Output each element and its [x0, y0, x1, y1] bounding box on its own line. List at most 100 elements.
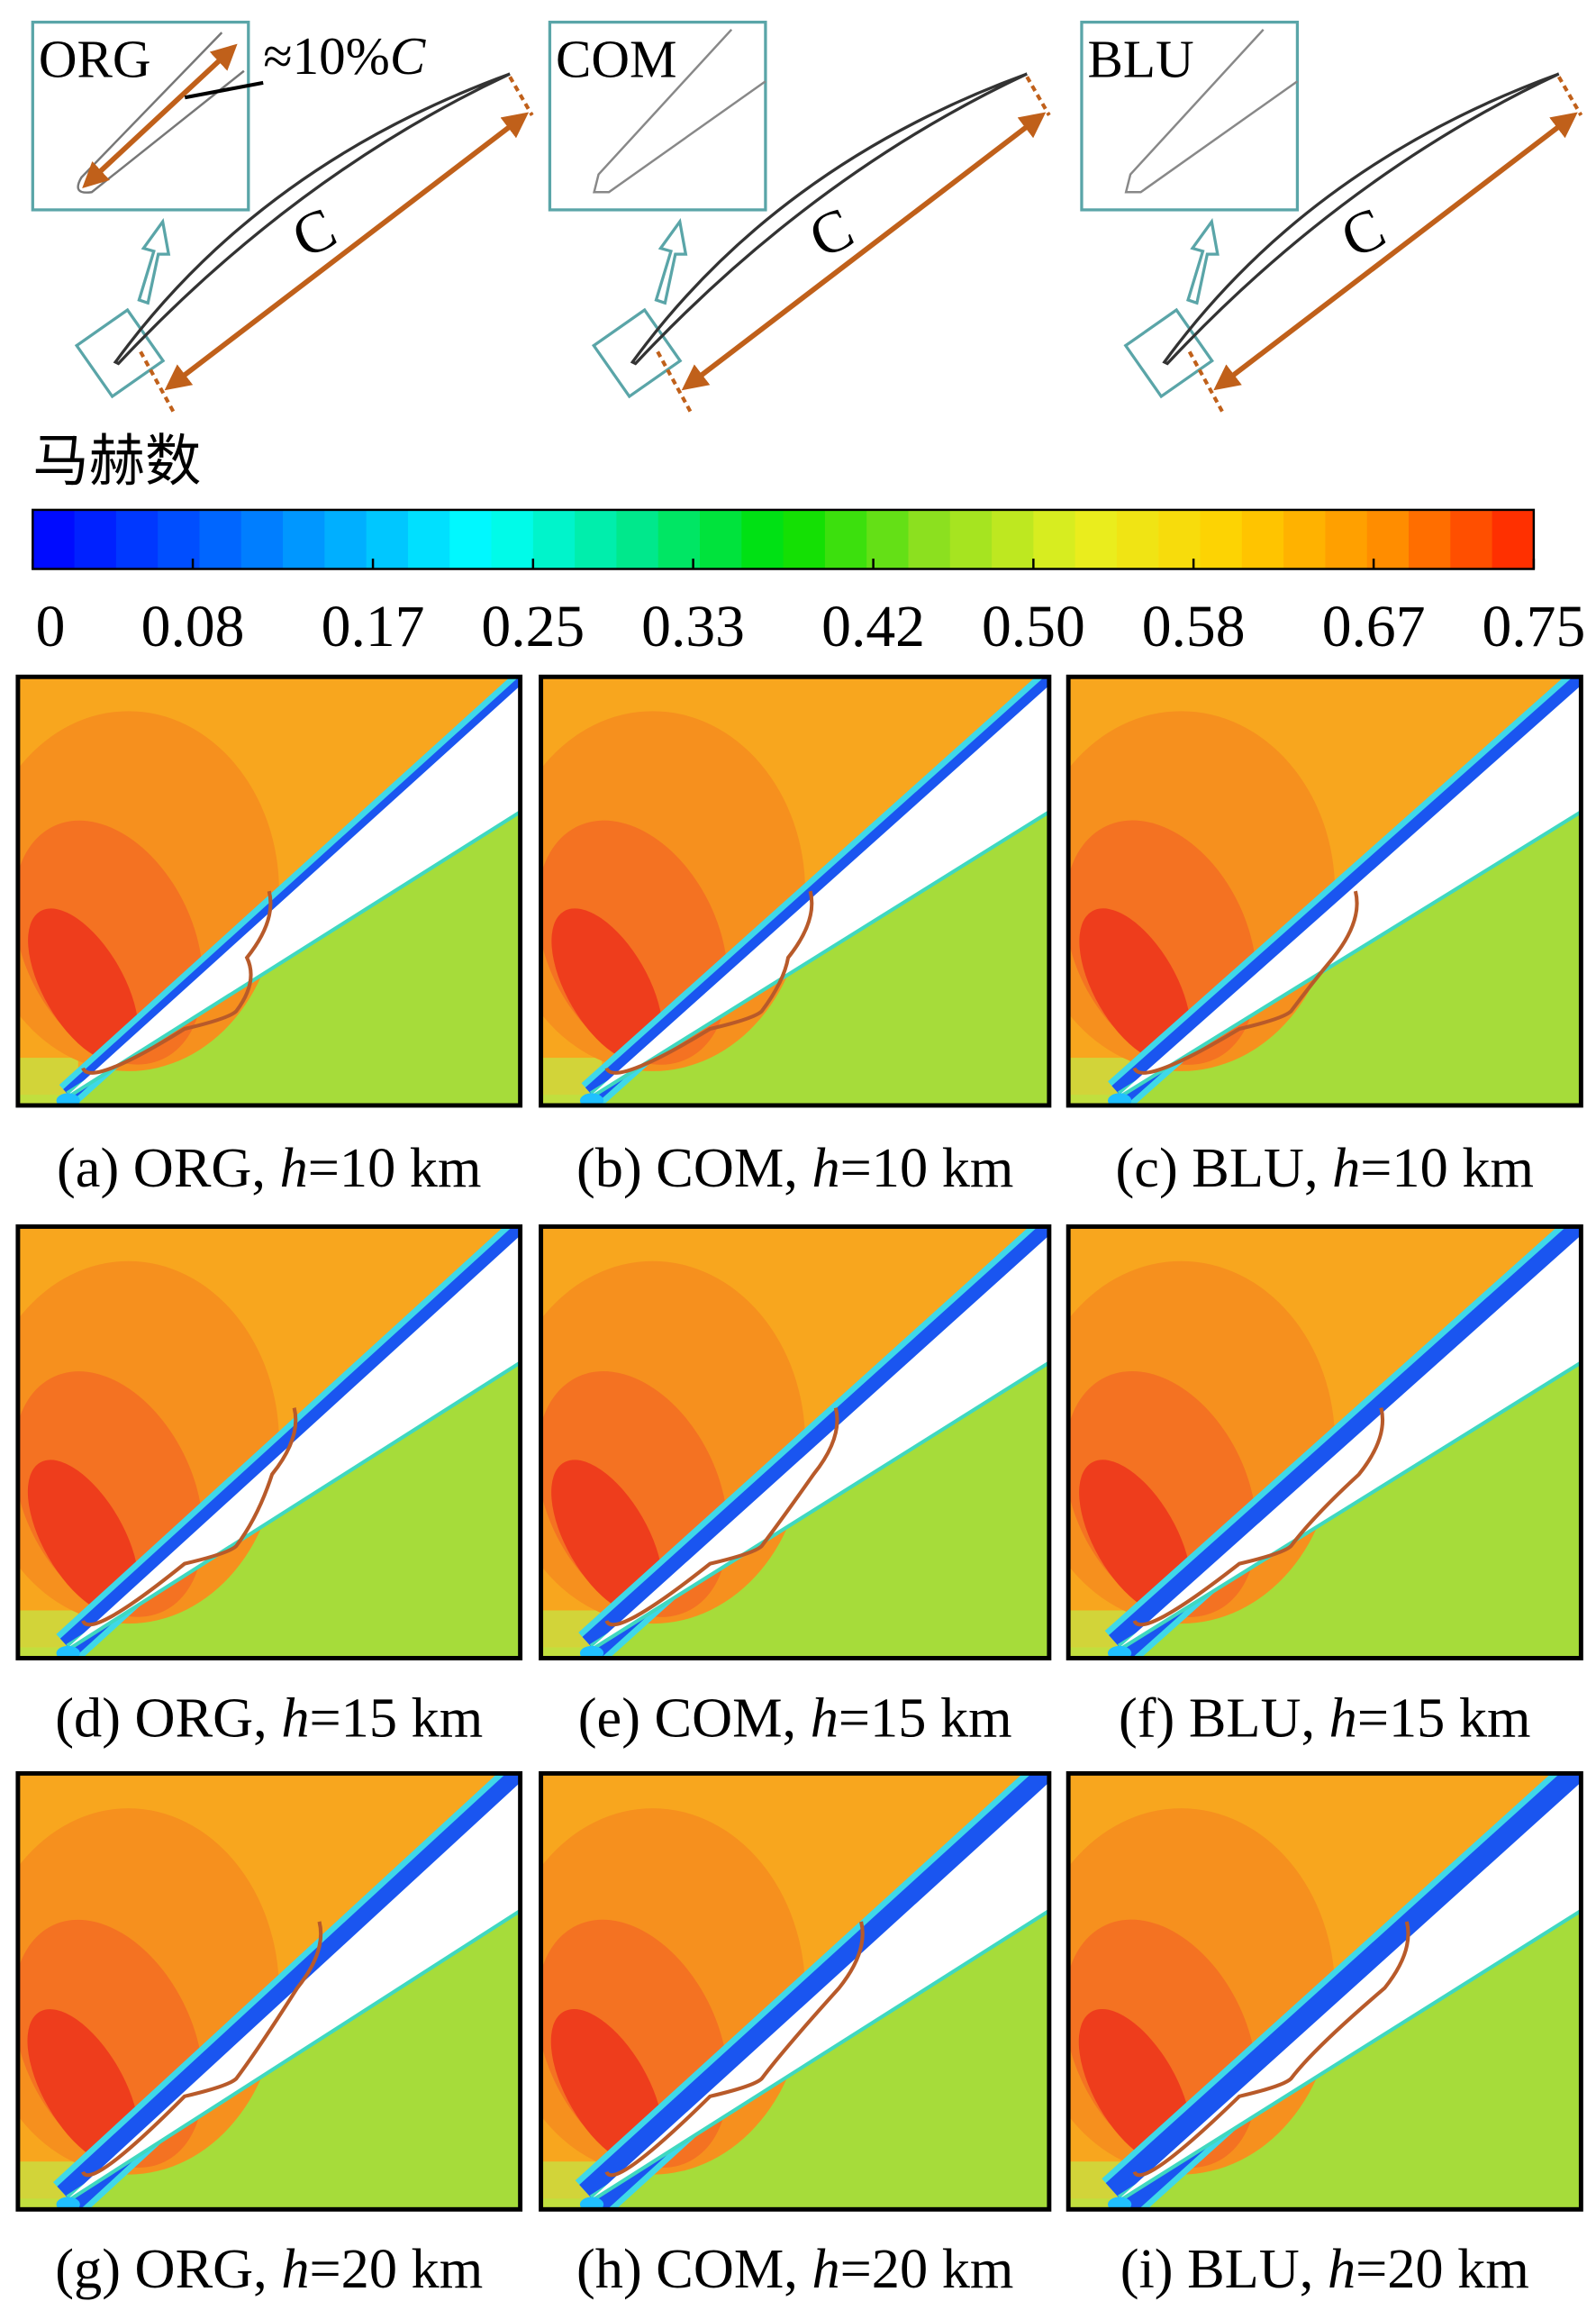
boundary-layer-inner	[1109, 1226, 1582, 1659]
airfoil-section	[68, 686, 521, 1096]
stagnation-point	[56, 1093, 80, 1105]
chord-end-mark	[1556, 76, 1583, 116]
contour-panel	[17, 677, 521, 1105]
hollow-arrow	[137, 217, 171, 305]
stagnation-point	[1107, 1093, 1132, 1105]
panel-caption: (e) COM, h=15 km	[578, 1687, 1012, 1749]
caption-part: (f) BLU,	[1119, 1687, 1329, 1749]
caption-part: =10 km	[308, 1137, 482, 1199]
leading-edge-box	[1123, 307, 1214, 399]
stagnation-point	[579, 1093, 604, 1105]
colorbar-segment	[783, 509, 826, 569]
chord-end-mark	[656, 350, 694, 415]
stagnation-point	[56, 2196, 80, 2210]
colorbar-segment	[575, 509, 618, 569]
colorbar-segment	[74, 509, 117, 569]
colorbar-segment	[616, 509, 659, 569]
colorbar-tick-label: 0.08	[141, 595, 245, 659]
colorbar-segment	[1409, 509, 1452, 569]
caption-part: =15 km	[310, 1687, 484, 1749]
colorbar-tick-label: 0.67	[1322, 595, 1426, 659]
airfoil-section	[1120, 685, 1582, 1096]
caption-part: (b) COM,	[576, 1137, 812, 1199]
bracket	[1132, 1407, 1385, 1627]
bracket	[604, 890, 814, 1075]
panel-caption: (i) BLU, h=20 km	[1120, 2238, 1529, 2300]
colorbar-segment	[949, 509, 993, 569]
colorbar-label: 马赫数	[32, 431, 201, 493]
contour-level	[27, 2009, 140, 2166]
colorbar-segment	[1450, 509, 1493, 569]
airfoil-name: ORG	[39, 29, 151, 88]
airfoil-section	[1120, 1782, 1582, 2199]
caption-part: =15 km	[839, 1687, 1012, 1749]
hollow-arrow	[654, 217, 688, 305]
airfoil-name: COM	[556, 29, 677, 88]
bracket	[81, 1407, 298, 1627]
caption-part: (i) BLU,	[1120, 2238, 1328, 2300]
colorbar-segment	[1283, 509, 1327, 569]
caption-part: (e) COM,	[578, 1687, 811, 1749]
panel-frame	[1066, 1224, 1583, 1660]
panel-caption: (h) COM, h=20 km	[576, 2238, 1013, 2300]
colorbar-segment	[908, 509, 951, 569]
contour-level	[551, 908, 663, 1063]
bracket	[604, 1921, 865, 2178]
panel-caption: (c) BLU, h=10 km	[1116, 1137, 1534, 1199]
panel-frame	[539, 674, 1052, 1108]
colorbar-segment	[1116, 509, 1160, 569]
leading-edge-box	[74, 307, 166, 399]
contour-level	[27, 1460, 139, 1615]
contour-panel	[17, 1226, 521, 1659]
panel-frame	[1066, 674, 1583, 1108]
bracket	[1132, 1921, 1410, 2178]
panel-caption: (a) ORG, h=10 km	[57, 1137, 481, 1199]
colorbar-segment	[824, 509, 868, 569]
colorbar-segment	[32, 509, 76, 569]
colorbar-frame	[32, 508, 1536, 570]
inset-note-text: ≈10%	[263, 26, 390, 86]
colorbar-tick-label: 0.50	[982, 595, 1085, 659]
inset-note-symbol: C	[390, 26, 426, 86]
caption-part: h	[1332, 1137, 1360, 1199]
airfoil-section	[1120, 1235, 1582, 1648]
colorbar-tick-label: 0.42	[821, 595, 925, 659]
caption-part: (c) BLU,	[1116, 1137, 1333, 1199]
airfoil-name: BLU	[1088, 29, 1194, 88]
colorbar-segment	[240, 509, 284, 569]
caption-part: (d) ORG,	[55, 1687, 281, 1749]
panel-caption: (g) ORG, h=20 km	[55, 2238, 483, 2300]
chord-end-mark	[139, 350, 177, 415]
hollow-arrow	[1186, 217, 1220, 305]
caption-part: h	[812, 1137, 839, 1199]
colorbar-segment	[199, 509, 242, 569]
caption-part: h	[280, 1137, 308, 1199]
leading-edge-box	[591, 307, 683, 399]
colorbar-segment	[449, 509, 493, 569]
colorbar-tick-label: 0.58	[1142, 595, 1246, 659]
colorbar-segment	[741, 509, 784, 569]
caption-part: (a) ORG,	[57, 1137, 280, 1199]
colorbar-segment	[1325, 509, 1368, 569]
chord-arrow	[1213, 112, 1578, 391]
boundary-layer-inner	[1105, 1773, 1582, 2210]
note-leader	[184, 80, 264, 100]
caption-part: =15 km	[1357, 1687, 1531, 1749]
chord-arrow	[164, 112, 530, 391]
inset-arrow	[82, 43, 238, 188]
boundary-layer-lower	[1117, 1357, 1582, 1651]
colorbar-tick-label: 0.75	[1482, 595, 1585, 659]
inset-airfoil	[77, 32, 245, 194]
caption-part: h	[812, 2238, 839, 2300]
colorbar-segment	[1492, 509, 1535, 569]
colorbar-tick-label: 0.17	[322, 595, 425, 659]
contour-level	[1079, 908, 1191, 1063]
colorbar-segment	[1033, 509, 1076, 569]
stagnation-point	[56, 1645, 80, 1659]
contour-panel	[540, 677, 1049, 1105]
caption-part: =10 km	[840, 1137, 1014, 1199]
stagnation-point	[1107, 1645, 1132, 1659]
colorbar-segment	[1241, 509, 1284, 569]
contour-panel	[1068, 677, 1582, 1105]
